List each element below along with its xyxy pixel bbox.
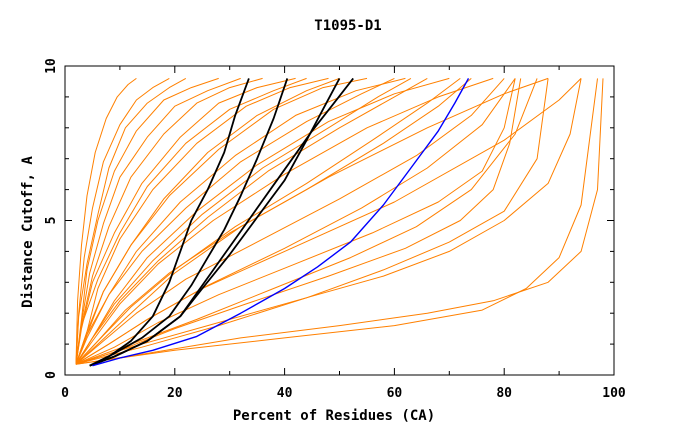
- highlighted-line-1: [89, 78, 250, 367]
- highlighted-line-2: [89, 78, 289, 367]
- x-axis-title: Percent of Residues (CA): [233, 408, 435, 424]
- model-line-24: [75, 78, 604, 365]
- model-line-23: [75, 77, 187, 365]
- model-line-9: [75, 77, 263, 365]
- y-tick-label: 10: [44, 58, 59, 74]
- model-line-27: [75, 78, 516, 365]
- model-line-17: [75, 78, 505, 365]
- best-model-line: [92, 78, 470, 367]
- x-tick-label: 60: [387, 386, 403, 401]
- model-line-2: [75, 77, 549, 365]
- background-model-lines: [75, 77, 604, 365]
- x-tick-label: 100: [602, 386, 626, 401]
- model-line-29: [75, 77, 412, 365]
- chart-title: T1095-D1: [314, 18, 381, 34]
- model-line-26: [75, 78, 582, 365]
- model-line-30: [75, 77, 340, 365]
- model-line-14: [75, 78, 522, 365]
- model-line-21: [75, 77, 307, 365]
- model-line-15: [75, 78, 549, 365]
- y-axis-title: Distance Cutoff, A: [20, 156, 36, 308]
- model-line-7: [75, 77, 329, 365]
- model-line-6: [75, 77, 368, 365]
- y-tick-label: 5: [44, 217, 59, 225]
- x-tick-label: 0: [61, 386, 69, 401]
- model-line-20: [75, 77, 428, 365]
- model-line-12: [75, 77, 137, 365]
- model-line-3: [75, 77, 494, 365]
- model-line-25: [75, 78, 598, 365]
- best-model-line: [92, 78, 470, 367]
- model-line-22: [75, 77, 241, 365]
- model-line-11: [75, 77, 170, 365]
- model-line-18: [75, 78, 472, 365]
- model-line-5: [75, 77, 406, 365]
- axis-ticks: 0 20 40 60 80 100 0 5 10: [44, 58, 626, 401]
- x-tick-label: 80: [496, 386, 512, 401]
- model-line-13: [75, 78, 516, 365]
- x-tick-label: 40: [277, 386, 293, 401]
- y-tick-label: 0: [44, 371, 59, 379]
- model-line-10: [75, 77, 219, 365]
- x-tick-label: 20: [167, 386, 183, 401]
- highlighted-line-4: [89, 77, 341, 367]
- highlighted-model-lines: [89, 77, 354, 367]
- model-line-19: [75, 77, 395, 365]
- model-line-28: [75, 77, 461, 365]
